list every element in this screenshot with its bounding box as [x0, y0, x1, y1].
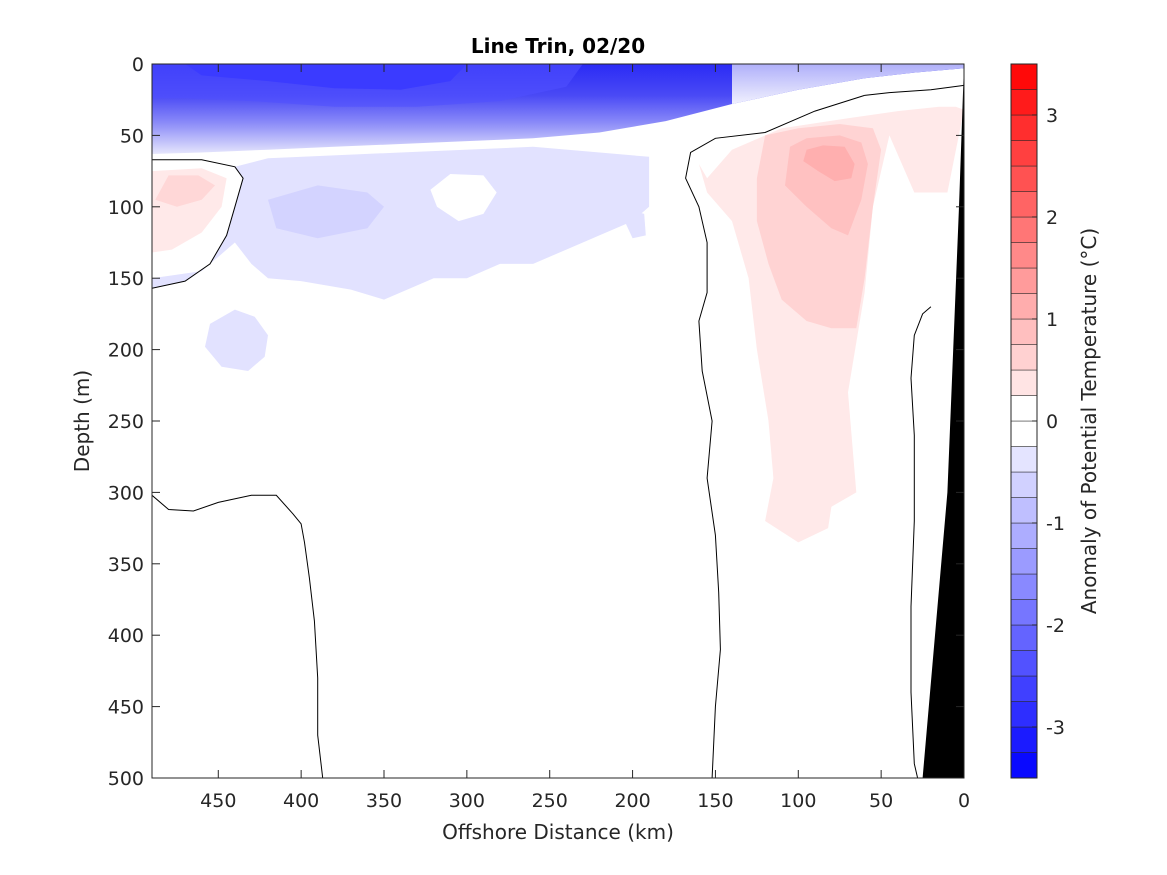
y-axis-label: Depth (m) [70, 370, 94, 472]
colorbar-swatch [1010, 522, 1038, 549]
neutral-hole [430, 174, 497, 222]
zero-contour-line [910, 306, 932, 778]
colorbar-swatch [1010, 165, 1038, 192]
bathymetry [922, 64, 964, 778]
colorbar-swatch [1010, 650, 1038, 677]
colorbar-swatch [1010, 318, 1038, 345]
y-tick-label: 50 [120, 125, 144, 147]
colorbar-swatch [1010, 599, 1038, 626]
colorbar-swatch [1010, 140, 1038, 167]
x-axis: 450 400 350 300 250 200 150 100 50 0 [200, 64, 970, 812]
chart-title: Line Trin, 02/20 [471, 34, 645, 58]
colorbar-swatch [1010, 242, 1038, 269]
colorbar-tick-label: 0 [1046, 411, 1058, 433]
colorbar-swatch [1010, 63, 1038, 90]
y-tick-label: 200 [108, 340, 144, 362]
colorbar-tick-label: 3 [1046, 105, 1058, 127]
colorbar-swatch [1010, 675, 1038, 702]
x-tick-label: 400 [283, 790, 319, 812]
plot-area [152, 64, 964, 778]
x-tick-label: 300 [449, 790, 485, 812]
small-cold-eddy [205, 309, 268, 371]
zero-contour-line [864, 84, 964, 96]
subsurface-cold-patch-2 [268, 185, 384, 239]
colorbar-swatch [1010, 624, 1038, 651]
y-tick-label: 400 [108, 625, 144, 647]
colorbar-swatch [1010, 191, 1038, 218]
zero-contour-line [685, 94, 865, 778]
colorbar-swatch [1010, 395, 1038, 422]
colorbar-label: Anomaly of Potential Temperature (°C) [1077, 228, 1101, 614]
colorbar-swatch [1010, 216, 1038, 243]
colorbar-swatch [1010, 726, 1038, 753]
colorbar-swatch [1010, 573, 1038, 600]
small-cold-eddy-east [625, 209, 646, 239]
y-axis: 0 50 100 150 200 250 300 350 400 450 500 [108, 54, 964, 790]
y-tick-label: 450 [108, 697, 144, 719]
x-tick-label: 250 [532, 790, 568, 812]
x-tick-label: 350 [366, 790, 402, 812]
colorbar-tick-label: -1 [1046, 513, 1065, 535]
y-tick-label: 500 [108, 768, 144, 790]
y-tick-label: 300 [108, 482, 144, 504]
x-tick-label: 50 [869, 790, 893, 812]
y-tick-label: 100 [108, 197, 144, 219]
x-tick-label: 0 [958, 790, 970, 812]
colorbar-tick-label: 2 [1046, 207, 1058, 229]
y-tick-label: 0 [132, 54, 144, 76]
y-tick-label: 150 [108, 268, 144, 290]
colorbar-tick-label: -3 [1046, 717, 1065, 739]
colorbar-swatch [1010, 701, 1038, 728]
zero-contour-line [152, 159, 244, 289]
colorbar-swatch [1010, 114, 1038, 141]
surface-cold-east [732, 64, 964, 104]
colorbar-swatch [1010, 471, 1038, 498]
y-tick-label: 250 [108, 411, 144, 433]
colorbar-tick-label: -2 [1046, 615, 1065, 637]
y-tick-label: 350 [108, 554, 144, 576]
x-axis-label: Offshore Distance (km) [442, 820, 674, 844]
colorbar-swatch [1010, 344, 1038, 371]
colorbar-swatch [1010, 446, 1038, 473]
x-tick-label: 200 [614, 790, 650, 812]
zero-contour-lines [152, 84, 964, 778]
surface-cold-mid [152, 64, 583, 107]
colorbar-swatch [1010, 497, 1038, 524]
colorbar-swatch [1010, 548, 1038, 575]
colorbar-swatch [1010, 752, 1038, 779]
x-tick-label: 100 [780, 790, 816, 812]
western-warm-lens-core [155, 175, 215, 207]
colorbar-tick-label: 1 [1046, 309, 1058, 331]
x-tick-label: 150 [697, 790, 733, 812]
subsurface-cold-patch [152, 146, 650, 300]
colorbar-swatch [1010, 369, 1038, 396]
colorbar-swatch [1010, 267, 1038, 294]
eastern-warm-core [803, 145, 855, 182]
contour-fills [152, 64, 964, 543]
zero-contour-line [152, 494, 324, 778]
colorbar-swatch [1010, 293, 1038, 320]
colorbar-swatch [1010, 420, 1038, 447]
colorbar: -3 -2 -1 0 1 2 3 [1010, 63, 1065, 779]
colorbar-swatch [1010, 89, 1038, 116]
x-tick-label: 450 [200, 790, 236, 812]
